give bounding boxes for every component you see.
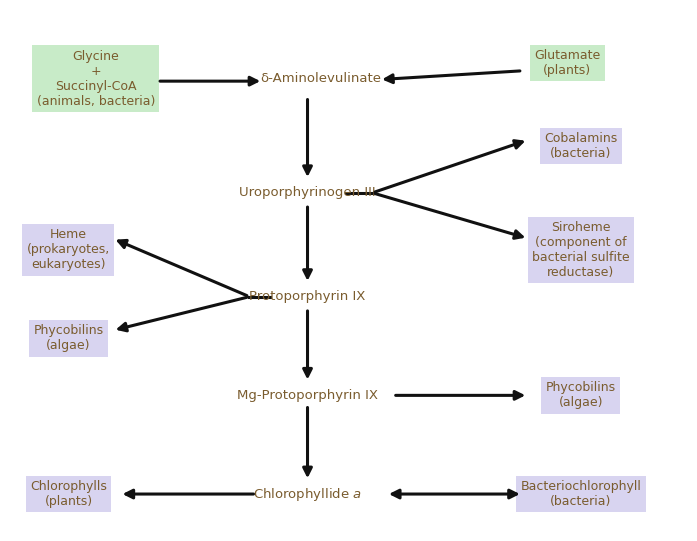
Text: δ-Aminolevulinate: δ-Aminolevulinate <box>261 72 382 85</box>
Text: Heme
(prokaryotes,
eukaryotes): Heme (prokaryotes, eukaryotes) <box>26 228 110 272</box>
Text: Chlorophyllide $a$: Chlorophyllide $a$ <box>253 485 362 503</box>
Text: Mg-Protoporphyrin IX: Mg-Protoporphyrin IX <box>237 389 378 402</box>
Text: Cobalamins
(bacteria): Cobalamins (bacteria) <box>544 132 618 160</box>
Text: Phycobilins
(algae): Phycobilins (algae) <box>546 381 616 410</box>
Text: Bacteriochlorophyll
(bacteria): Bacteriochlorophyll (bacteria) <box>520 480 641 508</box>
Text: Glutamate
(plants): Glutamate (plants) <box>534 49 600 77</box>
Text: Uroporphyrinogen III: Uroporphyrinogen III <box>239 186 376 199</box>
Text: Phycobilins
(algae): Phycobilins (algae) <box>33 324 104 352</box>
Text: Siroheme
(component of
bacterial sulfite
reductase): Siroheme (component of bacterial sulfite… <box>532 221 629 279</box>
Text: Chlorophylls
(plants): Chlorophylls (plants) <box>30 480 107 508</box>
Text: Glycine
+
Succinyl-CoA
(animals, bacteria): Glycine + Succinyl-CoA (animals, bacteri… <box>36 50 155 108</box>
Text: Protoporphyrin IX: Protoporphyrin IX <box>250 290 366 303</box>
